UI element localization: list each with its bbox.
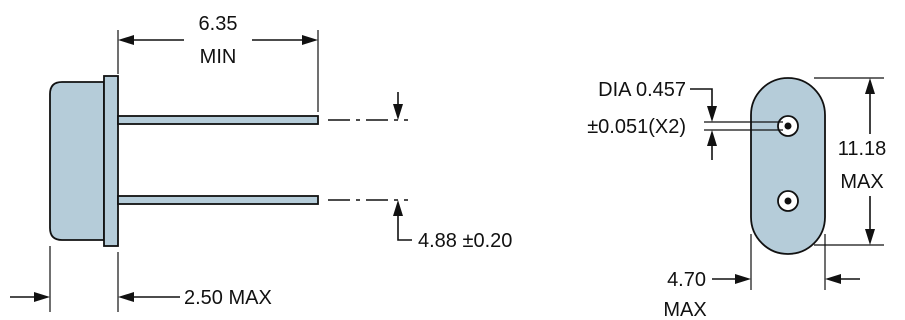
lead-upper	[117, 115, 319, 125]
lead-lower	[117, 195, 319, 205]
width-value: 4.70	[667, 269, 706, 291]
lead-length-value: 6.35	[199, 13, 238, 35]
package-flange	[103, 75, 119, 247]
dimension-width: 4.70 MAX	[663, 234, 860, 320]
bottom-view: DIA 0.457 ±0.051(X2) 11.18 MAX 4.70 MAX	[587, 77, 887, 320]
package-body-bottom	[750, 77, 826, 255]
height-qualifier: MAX	[840, 171, 883, 193]
dimension-lead-diameter: DIA 0.457 ±0.051(X2)	[587, 79, 783, 160]
package-body-side	[49, 81, 105, 241]
lead-spacing-label: 4.88 ±0.20	[418, 230, 512, 252]
pin-hole-upper	[777, 115, 799, 137]
dimension-body-thickness: 2.50 MAX	[10, 246, 272, 312]
lead-diameter-line2: ±0.051(X2)	[587, 116, 686, 138]
dimension-lead-length: 6.35 MIN	[117, 13, 319, 112]
lead-diameter-line1: DIA 0.457	[598, 79, 686, 101]
side-view: 6.35 MIN 4.88 ±0.20 2.50 MAX	[10, 13, 512, 312]
dimension-lead-spacing: 4.88 ±0.20	[393, 92, 512, 252]
dimension-height: 11.18 MAX	[814, 77, 887, 246]
body-thickness-label: 2.50 MAX	[184, 287, 272, 309]
width-qualifier: MAX	[663, 299, 706, 320]
lead-length-qualifier: MIN	[200, 46, 237, 68]
height-value: 11.18	[838, 138, 887, 160]
pin-hole-lower	[777, 190, 799, 212]
